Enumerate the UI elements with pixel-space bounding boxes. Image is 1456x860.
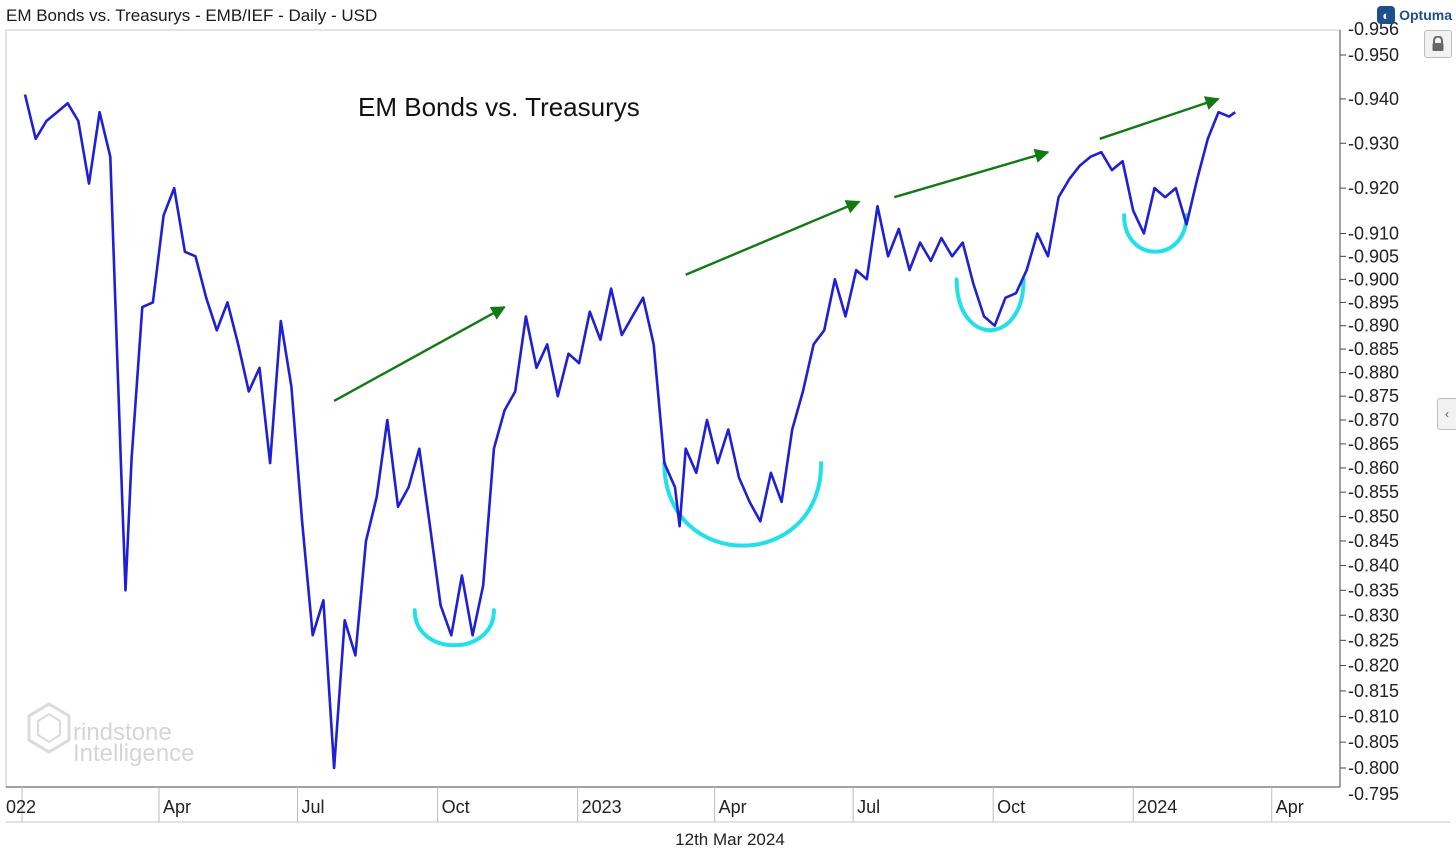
y-tick-label: -0.865 bbox=[1348, 434, 1399, 454]
collapse-panel-button[interactable]: ‹ bbox=[1437, 398, 1456, 430]
x-tick-label: Oct bbox=[997, 797, 1025, 817]
y-tick-label: -0.880 bbox=[1348, 363, 1399, 383]
y-tick-label: -0.845 bbox=[1348, 531, 1399, 551]
y-tick-label: -0.795 bbox=[1348, 784, 1399, 804]
x-tick-label: 2024 bbox=[1137, 797, 1177, 817]
series-line-0 bbox=[23, 94, 1236, 770]
brand-logo: ◐ Optuma bbox=[1377, 4, 1452, 26]
base-arc-2 bbox=[954, 277, 1026, 332]
y-tick-label: -0.850 bbox=[1348, 506, 1399, 526]
watermark-hexagon-inner bbox=[37, 712, 61, 744]
x-tick-label: Apr bbox=[1276, 797, 1304, 817]
x-tick-label: Apr bbox=[719, 797, 747, 817]
x-tick-label: 022 bbox=[6, 797, 36, 817]
chevron-left-icon: ‹ bbox=[1445, 407, 1449, 421]
plot-area bbox=[5, 29, 1341, 788]
x-tick-label: Oct bbox=[442, 797, 470, 817]
chart-title: EM Bonds vs. Treasurys bbox=[358, 92, 640, 122]
lock-button[interactable] bbox=[1424, 30, 1452, 58]
y-tick-label: -0.910 bbox=[1348, 223, 1399, 243]
y-tick-label: -0.930 bbox=[1348, 133, 1399, 153]
y-tick-label: -0.820 bbox=[1348, 656, 1399, 676]
x-tick-label: Jul bbox=[857, 797, 880, 817]
y-tick-label: -0.840 bbox=[1348, 556, 1399, 576]
y-tick-label: -0.830 bbox=[1348, 605, 1399, 625]
footer-date: 12th Mar 2024 bbox=[675, 830, 785, 849]
y-tick-label: -0.885 bbox=[1348, 339, 1399, 359]
y-tick-label: -0.835 bbox=[1348, 580, 1399, 600]
y-tick-label: -0.920 bbox=[1348, 178, 1399, 198]
base-arc-1 bbox=[662, 461, 824, 548]
y-tick-label: -0.815 bbox=[1348, 681, 1399, 701]
trend-arrow-2 bbox=[893, 148, 1050, 199]
y-tick-label: -0.875 bbox=[1348, 386, 1399, 406]
y-tick-label: -0.900 bbox=[1348, 269, 1399, 289]
y-tick-label: -0.805 bbox=[1348, 732, 1399, 752]
y-tick-label: -0.940 bbox=[1348, 89, 1399, 109]
header-title: EM Bonds vs. Treasurys - EMB/IEF - Daily… bbox=[6, 6, 378, 25]
y-tick-label: -0.890 bbox=[1348, 316, 1399, 336]
base-arc-0 bbox=[412, 608, 496, 648]
y-tick-label: -0.855 bbox=[1348, 482, 1399, 502]
watermark-line1: rindstone bbox=[73, 719, 172, 746]
y-tick-label: -0.860 bbox=[1348, 458, 1399, 478]
y-tick-label: -0.905 bbox=[1348, 246, 1399, 266]
watermark-hexagon-icon bbox=[27, 702, 71, 754]
x-tick-label: Apr bbox=[163, 797, 191, 817]
trend-arrow-3 bbox=[1099, 96, 1220, 140]
lock-icon bbox=[1432, 36, 1444, 51]
x-tick-label: Jul bbox=[302, 797, 325, 817]
y-tick-label: -0.825 bbox=[1348, 630, 1399, 650]
watermark-line2: Intelligence bbox=[73, 740, 194, 767]
y-tick-label: -0.870 bbox=[1348, 410, 1399, 430]
y-tick-label: -0.950 bbox=[1348, 45, 1399, 65]
y-tick-label: -0.895 bbox=[1348, 292, 1399, 312]
y-tick-label: -0.810 bbox=[1348, 706, 1399, 726]
y-tick-label: -0.800 bbox=[1348, 758, 1399, 778]
trend-arrow-0 bbox=[333, 306, 506, 402]
x-tick-label: 2023 bbox=[582, 797, 622, 817]
trend-arrow-1 bbox=[685, 200, 861, 276]
base-arc-3 bbox=[1122, 213, 1189, 254]
optuma-logo-icon: ◐ bbox=[1377, 6, 1396, 24]
brand-name: Optuma bbox=[1399, 7, 1452, 23]
